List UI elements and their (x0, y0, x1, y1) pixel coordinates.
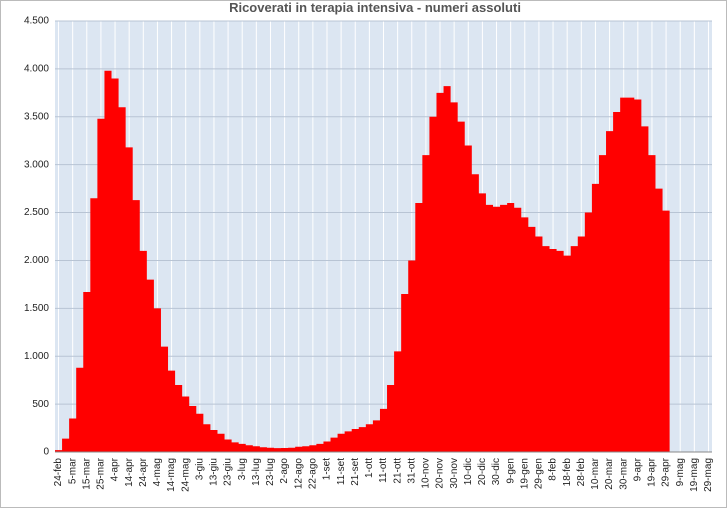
x-tick-label: 23-giu (223, 458, 234, 486)
x-tick-label: 10-nov (421, 458, 432, 489)
area (55, 70, 670, 452)
x-tick-label: 21-set (350, 458, 361, 486)
x-tick-label: 23-lug (265, 458, 276, 486)
x-tick-label: 19-apr (647, 457, 658, 487)
y-tick-label: 1.500 (24, 303, 49, 314)
x-tick-label: 5-mar (67, 457, 78, 484)
x-tick-label: 20-dic (477, 458, 488, 485)
x-tick-label: 15-mar (81, 457, 92, 489)
x-tick-label: 9-gen (505, 458, 516, 484)
x-tick-label: 13-lug (251, 458, 262, 486)
x-tick-label: 13-giu (209, 458, 220, 486)
x-tick-label: 29-gen (534, 458, 545, 489)
x-tick-label: 10-dic (463, 458, 474, 485)
x-tick-label: 22-ago (307, 458, 318, 490)
x-tick-label: 19-mag (689, 458, 700, 492)
y-tick-label: 3.500 (24, 111, 49, 122)
x-tick-label: 30-mar (618, 457, 629, 489)
x-tick-label: 24-feb (53, 458, 64, 487)
y-tick-label: 1.000 (24, 351, 49, 362)
y-tick-label: 0 (43, 447, 49, 458)
x-tick-label: 14-apr (124, 457, 135, 487)
x-tick-label: 12-ago (293, 458, 304, 490)
x-tick-label: 11-ott (378, 458, 389, 483)
x-tick-label: 18-feb (562, 458, 573, 487)
x-tick-label: 21-ott (392, 458, 403, 484)
x-tick-label: 24-apr (138, 457, 149, 487)
x-tick-label: 31-ott (406, 458, 417, 484)
x-tick-label: 24-mag (180, 458, 191, 492)
x-tick-label: 28-feb (576, 458, 587, 487)
x-tick-label: 1-ott (364, 458, 375, 478)
x-tick-label: 4-mag (152, 458, 163, 486)
x-tick-label: 19-gen (519, 458, 530, 489)
x-tick-label: 4-apr (110, 457, 121, 481)
x-tick-label: 11-set (336, 458, 347, 485)
x-tick-label: 9-mag (675, 458, 686, 486)
y-tick-label: 2.000 (24, 255, 49, 266)
chart-title: Ricoverati in terapia intensiva - numeri… (229, 0, 521, 15)
y-tick-label: 4.000 (24, 64, 49, 75)
x-tick-label: 25-mar (96, 457, 107, 489)
x-tick-label: 30-dic (491, 458, 502, 485)
x-tick-label: 20-nov (435, 458, 446, 489)
y-tick-label: 3.000 (24, 159, 49, 170)
x-tick-label: 30-nov (449, 458, 460, 489)
x-tick-label: 8-feb (548, 458, 559, 481)
x-tick-label: 29-mag (703, 458, 714, 492)
x-tick-label: 14-mag (166, 458, 177, 492)
y-tick-label: 500 (32, 399, 49, 410)
y-tick-label: 4.500 (24, 16, 49, 27)
x-tick-label: 2-ago (279, 458, 290, 484)
x-tick-label: 1-set (322, 458, 333, 480)
x-tick-label: 20-mar (604, 457, 615, 489)
x-tick-label: 3-giu (194, 458, 205, 480)
x-tick-label: 9-apr (632, 457, 643, 481)
x-tick-label: 29-apr (661, 457, 672, 487)
x-tick-label: 10-mar (590, 457, 601, 489)
x-tick-label: 3-lug (237, 458, 248, 480)
y-tick-label: 2.500 (24, 207, 49, 218)
